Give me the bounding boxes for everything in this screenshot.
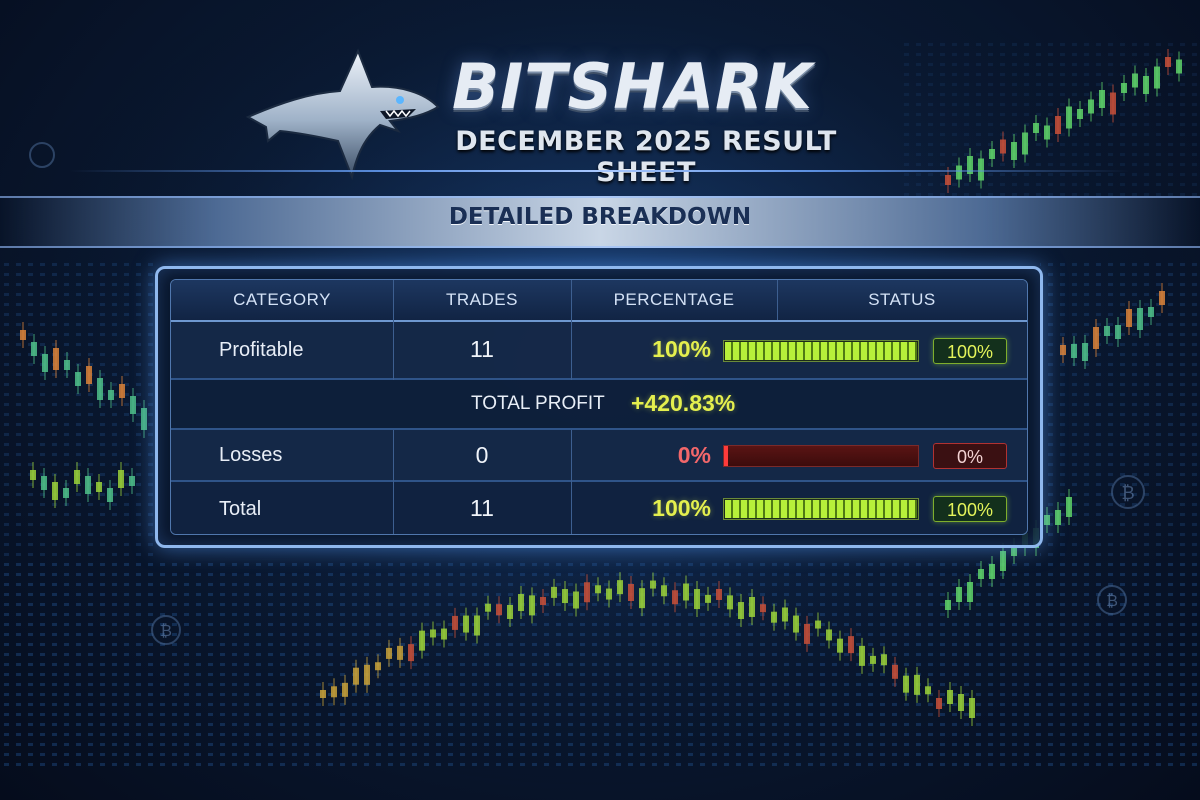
column-header-category: CATEGORY xyxy=(233,290,331,309)
table-row: Losses 0 0% 0% xyxy=(171,430,1027,482)
svg-text:₿: ₿ xyxy=(1106,591,1118,610)
column-header-trades: TRADES xyxy=(446,290,518,309)
svg-text:₿: ₿ xyxy=(1121,483,1134,504)
category-cell: Profitable xyxy=(219,339,304,361)
trades-cell: 11 xyxy=(470,336,494,362)
status-badge: 0% xyxy=(933,443,1007,469)
column-divider xyxy=(571,280,572,380)
column-divider xyxy=(571,430,572,534)
category-cell: Losses xyxy=(219,444,283,466)
section-title: DETAILED BREAKDOWN xyxy=(448,204,752,230)
bitcoin-coin-icon: ₿ ₿ ₿ xyxy=(29,142,1145,645)
svg-text:₿: ₿ xyxy=(160,621,172,640)
divider xyxy=(70,170,1130,172)
column-divider xyxy=(777,280,778,320)
page-subtitle: DECEMBER 2025 RESULT SHEET xyxy=(455,126,837,188)
table-row: Profitable 11 100% 100% xyxy=(171,322,1027,380)
total-profit-value: +420.83% xyxy=(631,390,736,416)
brand-title: BITSHARK xyxy=(452,50,813,123)
results-table: CATEGORY TRADES PERCENTAGE STATUS Profit… xyxy=(170,279,1028,535)
progress-fill xyxy=(725,342,917,360)
table-row: Total 11 100% 100% xyxy=(171,482,1027,534)
status-progress-bar xyxy=(723,340,919,362)
trades-cell: 0 xyxy=(475,442,489,468)
category-cell: Total xyxy=(219,498,262,520)
status-badge: 100% xyxy=(933,338,1007,364)
column-divider xyxy=(393,280,394,380)
total-profit-row: TOTAL PROFIT +420.83% xyxy=(171,380,1027,430)
percentage-cell: 100% xyxy=(652,336,711,362)
progress-fill xyxy=(725,500,917,518)
total-profit-label: TOTAL PROFIT xyxy=(471,393,605,414)
section-banner: DETAILED BREAKDOWN xyxy=(0,196,1200,248)
header: BITSHARK DECEMBER 2025 RESULT SHEET DETA… xyxy=(0,0,1200,250)
column-divider xyxy=(393,430,394,534)
progress-marker xyxy=(724,446,728,466)
trades-cell: 11 xyxy=(470,495,494,521)
column-header-status: STATUS xyxy=(868,290,936,309)
percentage-cell: 0% xyxy=(677,442,711,468)
percentage-cell: 100% xyxy=(652,495,711,521)
status-progress-bar xyxy=(723,445,919,467)
table-header-row: CATEGORY TRADES PERCENTAGE STATUS xyxy=(171,280,1027,322)
shark-logo-icon xyxy=(245,48,440,180)
status-progress-bar xyxy=(723,498,919,520)
column-header-percentage: PERCENTAGE xyxy=(613,290,735,309)
results-table-panel: CATEGORY TRADES PERCENTAGE STATUS Profit… xyxy=(155,266,1043,548)
status-badge: 100% xyxy=(933,496,1007,522)
